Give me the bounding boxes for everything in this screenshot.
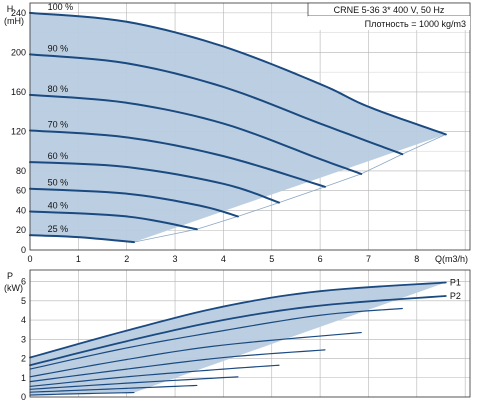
head-band-edge [133,134,446,243]
head-series-label: 100 % [48,2,74,12]
head-subtitle-bg [308,16,470,30]
power-series-line-P2 [29,295,447,367]
head-series-label: 80 % [48,84,69,94]
x-tick-label: 6 [318,254,323,264]
power-y-tick-label: 4 [21,315,26,325]
head-series-label: 70 % [48,119,69,129]
power-y-tick-label: 1 [21,373,26,383]
x-tick-label: 1 [76,254,81,264]
head-chart-title: CRNE 5-36 3* 400 V, 50 Hz [334,5,445,15]
power-y-tick-label: 6 [21,277,26,287]
head-legend-box: CRNE 5-36 3* 400 V, 50 Hz Плотность = 100… [307,2,471,30]
head-y-tick-label: 200 [11,47,26,57]
power-y-axis-unit: (kW) [4,283,23,293]
head-series-line-25 [29,234,135,244]
head-series-line-100 [29,11,447,136]
power-series-line-P1 [29,281,447,359]
power-panel: 0 1 2 3 4 5 6P (kW) [4,269,471,402]
power-series-line-50 [29,376,239,390]
head-series-line-70 [29,129,326,188]
head-series-label: 60 % [48,151,69,161]
head-y-axis-label: H [7,4,14,14]
power-series-line-40 [29,384,198,393]
head-series-label: 50 % [48,178,69,188]
head-y-tick-label: 20 [16,225,26,235]
x-axis-label: Q(m3/h) [435,254,468,264]
power-series-line-80 [29,331,362,378]
head-series-label: 25 % [48,224,69,234]
head-y-tick-label: 60 [16,186,26,196]
head-series-label: 90 % [48,43,69,53]
head-y-tick-label: 240 [11,8,26,18]
power-series-label-p2: P2 [450,291,461,301]
power-series-line-70 [29,349,326,383]
x-tick-label: 2 [124,254,129,264]
head-y-tick-label: 40 [16,205,26,215]
x-tick-label: 8 [414,254,419,264]
power-y-tick-label: 0 [21,392,26,400]
head-y-tick-label: 120 [11,126,26,136]
head-y-tick-label: 160 [11,87,26,97]
head-y-tick-label: 0 [21,245,26,255]
head-series-line-60 [29,161,281,204]
head-series-line-50 [29,187,239,218]
power-series-label-p1: P1 [450,278,461,288]
power-series-line-25 [29,391,135,396]
head-y-tick-label: 80 [16,166,26,176]
power-y-tick-label: 2 [21,354,26,364]
head-series-line-80 [29,93,363,175]
power-series-line-60 [29,364,280,388]
head-series-line-90 [29,53,404,156]
power-y-tick-label: 3 [21,334,26,344]
power-y-axis-label: P [7,271,13,281]
head-chart-subtitle: Плотность = 1000 kg/m3 [365,19,466,29]
head-series-label: 40 % [48,200,69,210]
power-y-tick-label: 5 [21,296,26,306]
x-tick-label: 5 [269,254,274,264]
x-tick-label: 3 [173,254,178,264]
x-tick-label: 0 [27,254,32,264]
x-tick-label: 7 [366,254,371,264]
power-operating-band [30,282,446,396]
x-tick-label: 4 [221,254,226,264]
power-plot-border [29,269,471,398]
head-y-axis-unit: (mH) [4,16,24,26]
head-series-line-40 [29,210,198,231]
head-plot-border [29,2,471,251]
power-series-line-90 [29,307,403,370]
